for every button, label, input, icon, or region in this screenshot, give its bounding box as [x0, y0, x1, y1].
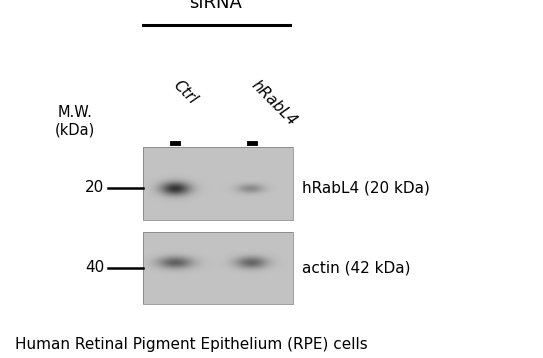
Text: hRabL4: hRabL4 [248, 77, 299, 129]
Text: 40: 40 [85, 261, 104, 276]
Text: actin (42 kDa): actin (42 kDa) [302, 261, 411, 276]
Text: Human Retinal Pigment Epithelium (RPE) cells: Human Retinal Pigment Epithelium (RPE) c… [15, 338, 368, 353]
Text: M.W.
(kDa): M.W. (kDa) [55, 105, 95, 137]
Bar [143, 232, 293, 304]
Text: siRNA: siRNA [188, 0, 242, 12]
Text: hRabL4 (20 kDa): hRabL4 (20 kDa) [302, 180, 430, 195]
Bar [143, 147, 293, 220]
Text: 20: 20 [85, 180, 104, 195]
Text: Ctrl: Ctrl [170, 77, 200, 107]
